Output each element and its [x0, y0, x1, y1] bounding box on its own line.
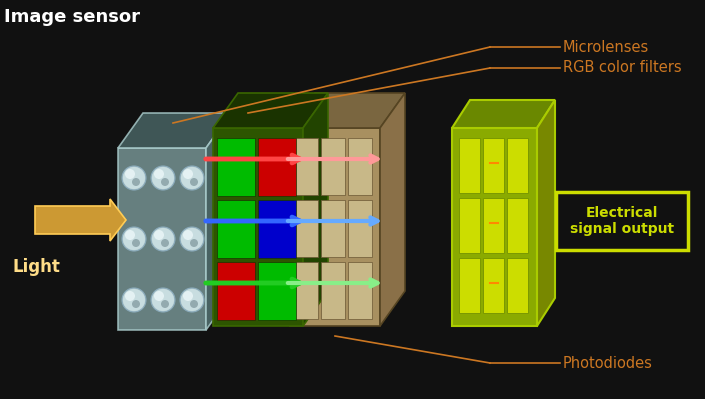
- Polygon shape: [537, 100, 555, 326]
- Circle shape: [122, 288, 146, 312]
- Polygon shape: [321, 138, 345, 195]
- Polygon shape: [452, 100, 555, 128]
- Circle shape: [154, 230, 164, 240]
- Circle shape: [190, 178, 198, 186]
- Polygon shape: [380, 93, 405, 326]
- Circle shape: [132, 239, 140, 247]
- Circle shape: [125, 169, 135, 179]
- Circle shape: [152, 228, 174, 250]
- Polygon shape: [348, 138, 372, 195]
- Polygon shape: [258, 200, 296, 258]
- Circle shape: [190, 300, 198, 308]
- Polygon shape: [483, 138, 504, 193]
- Polygon shape: [348, 200, 372, 257]
- Circle shape: [161, 178, 169, 186]
- Polygon shape: [459, 138, 480, 193]
- Polygon shape: [290, 128, 380, 326]
- Circle shape: [161, 239, 169, 247]
- FancyBboxPatch shape: [556, 192, 688, 250]
- Polygon shape: [118, 113, 231, 148]
- Polygon shape: [258, 262, 296, 320]
- Circle shape: [161, 300, 169, 308]
- Polygon shape: [118, 148, 206, 330]
- Polygon shape: [452, 128, 537, 326]
- Polygon shape: [483, 198, 504, 253]
- Text: Photodiodes: Photodiodes: [563, 356, 653, 371]
- Polygon shape: [290, 93, 405, 128]
- Circle shape: [122, 166, 146, 190]
- Polygon shape: [507, 258, 528, 313]
- Polygon shape: [217, 138, 255, 196]
- Circle shape: [180, 227, 204, 251]
- Circle shape: [152, 289, 174, 311]
- Circle shape: [154, 291, 164, 301]
- Circle shape: [181, 167, 203, 189]
- Polygon shape: [321, 200, 345, 257]
- Polygon shape: [303, 93, 328, 326]
- Polygon shape: [213, 93, 328, 128]
- Polygon shape: [459, 198, 480, 253]
- Circle shape: [151, 288, 175, 312]
- Polygon shape: [217, 200, 255, 258]
- Polygon shape: [507, 138, 528, 193]
- Circle shape: [125, 230, 135, 240]
- Polygon shape: [258, 138, 296, 196]
- Text: Image sensor: Image sensor: [4, 8, 140, 26]
- FancyArrow shape: [35, 199, 126, 241]
- Circle shape: [190, 239, 198, 247]
- Polygon shape: [294, 138, 318, 195]
- Text: RGB color filters: RGB color filters: [563, 61, 682, 75]
- Polygon shape: [294, 262, 318, 319]
- Circle shape: [152, 167, 174, 189]
- Circle shape: [183, 291, 193, 301]
- Circle shape: [132, 300, 140, 308]
- Polygon shape: [217, 262, 255, 320]
- Circle shape: [181, 289, 203, 311]
- Text: Light: Light: [12, 258, 60, 276]
- Text: Microlenses: Microlenses: [563, 40, 649, 55]
- Circle shape: [180, 288, 204, 312]
- Circle shape: [151, 166, 175, 190]
- Circle shape: [183, 169, 193, 179]
- Text: Electrical
signal output: Electrical signal output: [570, 206, 674, 236]
- Circle shape: [180, 166, 204, 190]
- Circle shape: [151, 227, 175, 251]
- Polygon shape: [206, 113, 231, 330]
- Polygon shape: [483, 258, 504, 313]
- Circle shape: [183, 230, 193, 240]
- Circle shape: [122, 227, 146, 251]
- Circle shape: [154, 169, 164, 179]
- Polygon shape: [507, 198, 528, 253]
- Circle shape: [132, 178, 140, 186]
- Polygon shape: [459, 258, 480, 313]
- Polygon shape: [321, 262, 345, 319]
- Polygon shape: [294, 200, 318, 257]
- Circle shape: [181, 228, 203, 250]
- Circle shape: [123, 167, 145, 189]
- Polygon shape: [348, 262, 372, 319]
- Polygon shape: [213, 128, 303, 326]
- Circle shape: [125, 291, 135, 301]
- Circle shape: [123, 228, 145, 250]
- Circle shape: [123, 289, 145, 311]
